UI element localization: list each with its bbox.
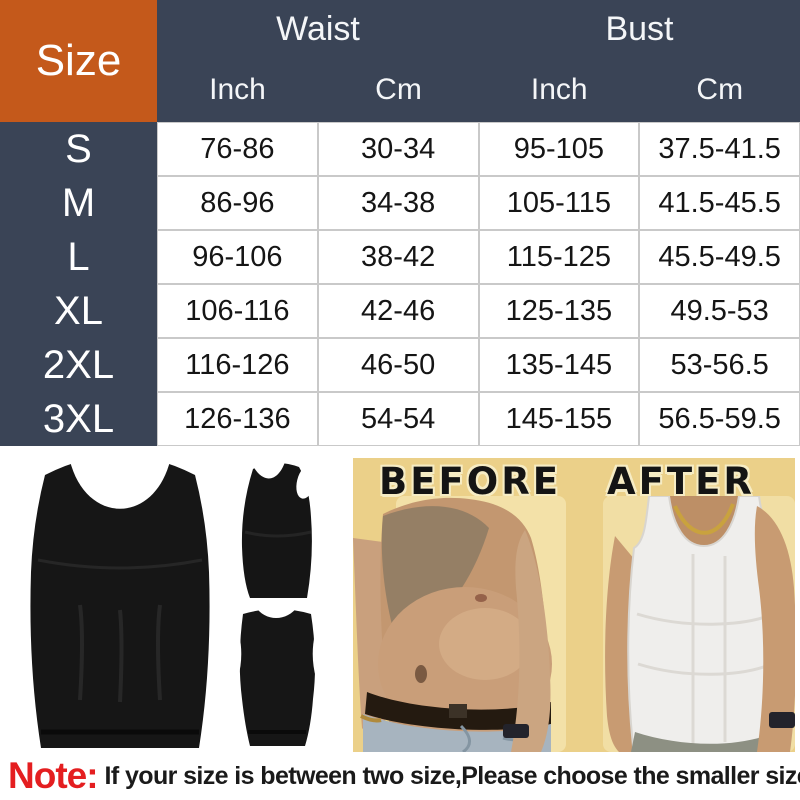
- bust-inch-header: Inch: [530, 73, 588, 106]
- before-after-panel: BEFORE AFTER: [353, 458, 795, 752]
- size-chart-cell: 135-145: [478, 338, 640, 392]
- product-gallery: BEFORE AFTER: [0, 446, 800, 752]
- size-chart-cell: 30-34: [317, 122, 479, 176]
- after-label: AFTER: [607, 460, 755, 503]
- size-chart-cell: 54-54: [317, 392, 479, 446]
- waist-group-label: Waist: [276, 9, 360, 48]
- bust-cm-header: Cm: [696, 73, 744, 106]
- size-chart-cell: 45.5-49.5: [639, 230, 800, 284]
- size-corner-label: Size: [35, 36, 122, 85]
- size-row-label: 3XL: [42, 396, 115, 441]
- waist-unit-row: Inch Cm: [157, 58, 479, 122]
- size-chart-header: Size Waist Inch Cm Bust Inch Cm: [0, 0, 800, 122]
- bust-group-label: Bust: [605, 9, 674, 48]
- size-chart-cell: 116-126: [157, 338, 318, 392]
- size-chart-cell: 53-56.5: [639, 338, 800, 392]
- size-chart-cell: 125-135: [478, 284, 640, 338]
- size-chart-cell: 56.5-59.5: [639, 392, 800, 446]
- size-row-label: XL: [54, 288, 103, 333]
- size-chart-cell: 115-125: [478, 230, 640, 284]
- size-chart-cell: 34-38: [317, 176, 479, 230]
- vest-back-photo: [230, 606, 324, 746]
- size-chart-cell: 76-86: [157, 122, 318, 176]
- size-chart-cell: 96-106: [157, 230, 318, 284]
- size-chart-cell: 106-116: [157, 284, 318, 338]
- note-bar: Note: If your size is between two size,P…: [0, 752, 800, 800]
- note-prefix: Note:: [8, 755, 99, 796]
- bust-unit-row: Inch Cm: [479, 58, 800, 122]
- size-row-label: L: [67, 234, 90, 279]
- before-man: [353, 497, 552, 752]
- waist-cm-header: Cm: [375, 73, 422, 106]
- size-chart-cell: 86-96: [157, 176, 318, 230]
- size-chart-cell: 42-46: [317, 284, 479, 338]
- note-text: If your size is between two size,Please …: [104, 761, 800, 790]
- size-corner-cell: Size: [0, 0, 157, 122]
- before-after-photo: [353, 496, 795, 752]
- size-chart-cell: 46-50: [317, 338, 479, 392]
- size-row-label: 2XL: [42, 342, 115, 387]
- size-row-label: S: [65, 126, 92, 171]
- size-chart-cell: 95-105: [478, 122, 640, 176]
- bust-column-group: Bust Inch Cm: [479, 0, 800, 122]
- size-row-label: M: [61, 180, 96, 225]
- vest-side-photo: [241, 462, 316, 598]
- vest-front-photo: [30, 460, 210, 748]
- size-chart-cell: 41.5-45.5: [639, 176, 800, 230]
- size-chart-grid: 76-86 30-34 95-105 37.5-41.5 86-96 34-38…: [157, 122, 800, 446]
- size-chart-cell: 38-42: [317, 230, 479, 284]
- waist-column-group: Waist Inch Cm: [157, 0, 479, 122]
- size-chart-cell: 105-115: [478, 176, 640, 230]
- waist-inch-header: Inch: [209, 73, 266, 106]
- size-chart-cell: 37.5-41.5: [639, 122, 800, 176]
- size-chart-cell: 49.5-53: [639, 284, 800, 338]
- before-label: BEFORE: [379, 460, 561, 503]
- size-chart-cell: 145-155: [478, 392, 640, 446]
- after-man: [605, 496, 795, 752]
- size-chart-cell: 126-136: [157, 392, 318, 446]
- size-label-column: S M L XL 2XL 3XL: [0, 122, 157, 446]
